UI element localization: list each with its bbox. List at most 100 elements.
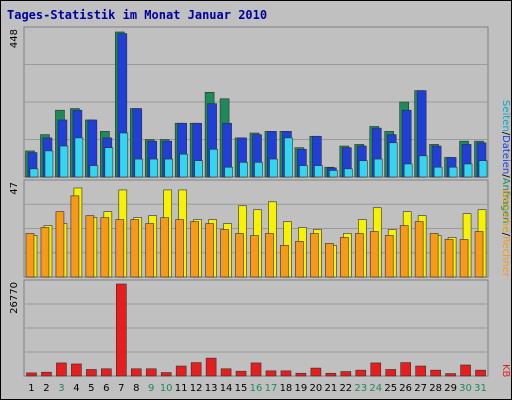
seiten-bar bbox=[433, 166, 443, 178]
legend-separator: / bbox=[500, 132, 511, 136]
rechner-bar bbox=[85, 215, 95, 278]
rechner-bar bbox=[280, 245, 289, 278]
seiten-bar bbox=[254, 162, 263, 178]
day-label: 5 bbox=[88, 383, 94, 394]
day-label: 2 bbox=[43, 383, 49, 394]
kb-bar bbox=[415, 365, 426, 377]
y-max-label: 448 bbox=[9, 29, 20, 48]
day-label: 15 bbox=[235, 383, 248, 394]
legend-series-name: Anfragen bbox=[500, 178, 511, 224]
day-label: 7 bbox=[118, 383, 124, 394]
seiten-bar bbox=[29, 168, 39, 178]
kb-bar bbox=[355, 369, 367, 377]
seiten-bar bbox=[74, 137, 84, 178]
kb-bar bbox=[235, 370, 247, 377]
seiten-bar bbox=[119, 132, 129, 178]
seiten-bar bbox=[329, 170, 338, 178]
rechner-bar bbox=[429, 233, 439, 278]
rechner-bar bbox=[310, 233, 319, 278]
seiten-bar bbox=[44, 150, 54, 178]
kb-bar bbox=[280, 370, 292, 377]
legend-series-name: Seiten bbox=[500, 100, 511, 132]
kb-bar bbox=[130, 368, 142, 377]
kb-bar bbox=[190, 362, 202, 377]
day-label: 16 bbox=[250, 383, 263, 394]
seiten-bar bbox=[463, 163, 473, 178]
rechner-bar bbox=[220, 229, 229, 278]
seiten-bar bbox=[239, 162, 248, 178]
day-label: 23 bbox=[354, 383, 367, 394]
day-label: 6 bbox=[103, 383, 109, 394]
seiten-bar bbox=[194, 160, 203, 178]
seiten-bar bbox=[89, 165, 99, 178]
kb-bar bbox=[310, 367, 322, 377]
rechner-bar bbox=[325, 243, 334, 278]
day-label: 14 bbox=[220, 383, 233, 394]
day-label: 3 bbox=[58, 383, 64, 394]
kb-bar bbox=[86, 369, 97, 377]
day-label: 10 bbox=[160, 383, 173, 394]
rechner-bar bbox=[444, 239, 454, 278]
day-label: 31 bbox=[474, 383, 487, 394]
seiten-bar bbox=[209, 148, 218, 178]
day-label: 21 bbox=[324, 383, 337, 394]
kb-bar bbox=[445, 373, 456, 377]
kb-bar bbox=[340, 371, 352, 377]
kb-bar bbox=[460, 364, 471, 377]
legend-series-name: Besuche bbox=[500, 190, 511, 233]
series-legend-label: KB bbox=[500, 364, 511, 378]
kb-bar bbox=[265, 370, 277, 377]
kb-bar bbox=[145, 368, 157, 377]
seiten-bar bbox=[59, 145, 69, 178]
rechner-bar bbox=[384, 235, 394, 278]
day-label: 25 bbox=[384, 383, 397, 394]
kb-bar bbox=[400, 362, 411, 377]
rechner-bar bbox=[414, 221, 424, 278]
rechner-bar bbox=[459, 239, 469, 278]
day-label: 20 bbox=[310, 383, 323, 394]
y-max-label: 26770 bbox=[9, 282, 20, 314]
seiten-bar bbox=[448, 166, 458, 178]
day-label: 22 bbox=[339, 383, 352, 394]
rechner-bar bbox=[369, 231, 379, 278]
rechner-bar bbox=[40, 227, 50, 278]
seiten-bar bbox=[224, 166, 233, 178]
rechner-bar bbox=[265, 233, 274, 278]
seiten-bar bbox=[388, 142, 398, 178]
legend-series-name: KB bbox=[500, 364, 511, 378]
rechner-bar bbox=[70, 195, 80, 278]
seiten-bar bbox=[104, 147, 114, 178]
day-label: 4 bbox=[73, 383, 79, 394]
kb-bar bbox=[101, 368, 112, 377]
kb-bar bbox=[41, 371, 52, 377]
kb-bar bbox=[175, 365, 187, 377]
kb-bar bbox=[116, 283, 127, 377]
seiten-bar bbox=[314, 165, 323, 178]
day-label: 30 bbox=[459, 383, 472, 394]
kb-bar bbox=[160, 372, 172, 377]
rechner-bar bbox=[190, 221, 199, 278]
day-label: 17 bbox=[265, 383, 278, 394]
seiten-bar bbox=[284, 137, 293, 178]
rechner-bar bbox=[340, 237, 349, 278]
kb-bar bbox=[295, 372, 307, 377]
rechner-bar bbox=[175, 219, 184, 278]
seiten-bar bbox=[299, 165, 308, 178]
rechner-bar bbox=[205, 223, 214, 278]
day-label: 24 bbox=[369, 383, 382, 394]
rechner-bar bbox=[250, 235, 259, 278]
rechner-bar bbox=[295, 241, 304, 278]
seiten-bar bbox=[358, 160, 368, 178]
kb-bar bbox=[56, 362, 67, 377]
seiten-bar bbox=[478, 160, 488, 178]
legend-separator: / bbox=[500, 233, 511, 237]
kb-bar bbox=[71, 363, 82, 377]
seiten-bar bbox=[164, 158, 174, 178]
kb-bar bbox=[475, 369, 486, 377]
seiten-bar bbox=[403, 163, 413, 178]
legend-series-name: Dateien bbox=[500, 135, 511, 174]
day-label: 29 bbox=[444, 383, 457, 394]
day-label: 19 bbox=[295, 383, 308, 394]
kb-bar bbox=[26, 372, 37, 377]
